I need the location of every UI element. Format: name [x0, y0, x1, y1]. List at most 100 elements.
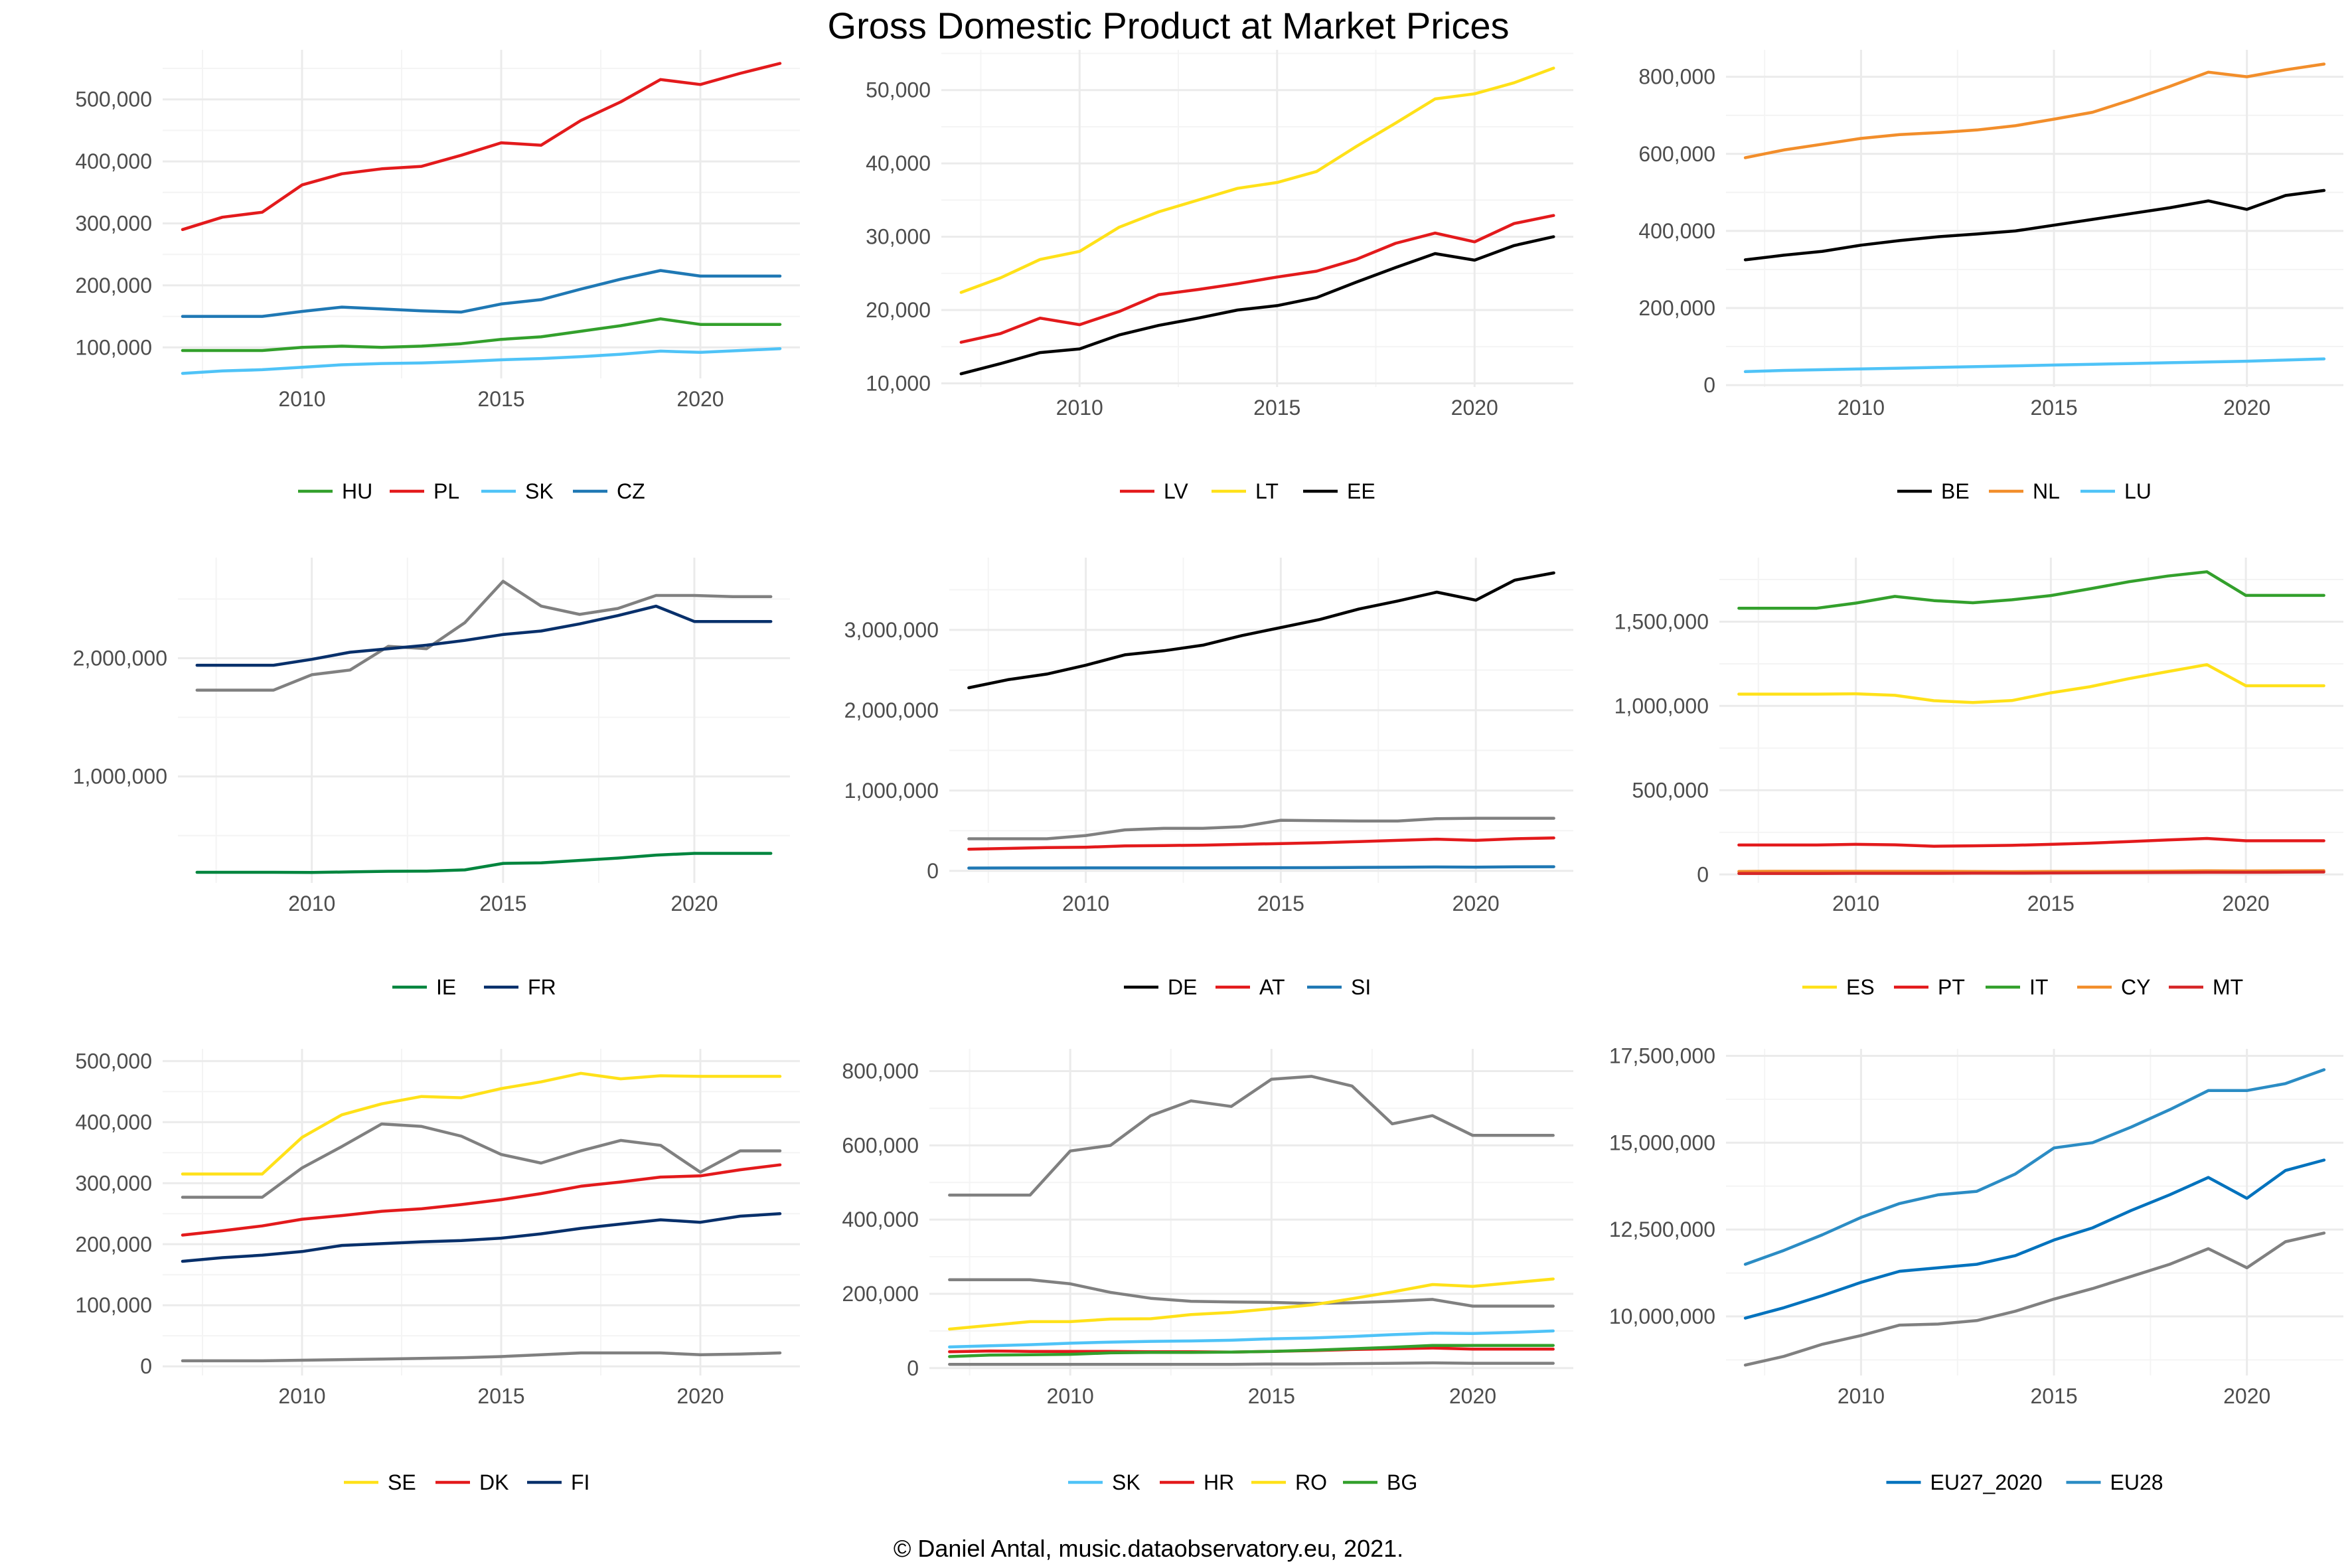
- y-tick-label: 400,000: [75, 1110, 152, 1134]
- y-tick-label: 20,000: [866, 298, 931, 322]
- series-line-bg: [948, 1344, 1555, 1358]
- x-tick-label: 2010: [278, 387, 325, 411]
- legend-item: IT: [1986, 975, 2048, 999]
- series-line-ie: [195, 852, 773, 874]
- y-tick-label: 400,000: [1638, 219, 1715, 243]
- series-line-eu28: [1743, 1068, 2326, 1266]
- series-line-it: [1737, 570, 2325, 610]
- legend-label: PT: [1938, 975, 1965, 999]
- series-line-ro: [948, 1277, 1555, 1331]
- panel-9: 2010 2015 2020 10,000,000 12,500,000 15,000,0…: [1609, 1044, 2343, 1494]
- y-tick-label: 1,500,000: [1614, 609, 1709, 633]
- series-line-at: [967, 836, 1555, 851]
- y-tick-label: 15,000,000: [1609, 1131, 1715, 1154]
- series-line-es: [1737, 663, 2325, 704]
- legend-label: DK: [479, 1470, 509, 1494]
- legend-item: PL: [390, 479, 459, 503]
- x-tick-label: 2015: [477, 387, 524, 411]
- y-tick-label: 40,000: [866, 151, 931, 175]
- legend-label: EU28: [2110, 1470, 2163, 1494]
- x-tick-label: 2015: [2030, 396, 2077, 420]
- y-tick-label: 100,000: [75, 335, 152, 359]
- y-tick-label: 200,000: [1638, 296, 1715, 320]
- series-line-de: [967, 571, 1555, 690]
- legend-item: LT: [1212, 479, 1279, 503]
- y-tick-label: 10,000,000: [1609, 1304, 1715, 1328]
- series-line-pt: [1737, 836, 2325, 848]
- legend-label: EE: [1347, 479, 1375, 503]
- legend-label: CY: [2121, 975, 2150, 999]
- y-tick-label: 600,000: [1638, 142, 1715, 166]
- x-tick-label: 2015: [479, 892, 526, 915]
- y-tick-label: 12,500,000: [1609, 1217, 1715, 1241]
- legend-label: FR: [528, 975, 556, 999]
- legend: IE FR: [392, 975, 556, 999]
- legend-item: FI: [527, 1470, 589, 1494]
- x-tick-label: 2010: [1838, 396, 1885, 420]
- legend-label: SE: [388, 1470, 416, 1494]
- y-tick-label: 200,000: [75, 1232, 152, 1256]
- x-tick-label: 2020: [2223, 892, 2270, 915]
- legend-item: LV: [1120, 479, 1188, 503]
- x-tick-label: 2020: [2223, 396, 2270, 420]
- panel-3: 2010 2015 2020 0 200,000 400,000 600,000 800,00…: [1638, 50, 2343, 503]
- y-tick-label: 400,000: [842, 1208, 919, 1231]
- y-tick-label: 500,000: [1632, 778, 1709, 802]
- legend-item: BG: [1343, 1470, 1417, 1494]
- legend: DE AT SI: [1124, 975, 1371, 999]
- series-line-fr: [195, 604, 773, 667]
- y-tick-label: 10,000: [866, 371, 931, 395]
- legend-item: LU: [2080, 479, 2152, 503]
- y-tick-label: 200,000: [75, 274, 152, 297]
- x-tick-label: 2010: [1047, 1384, 1094, 1408]
- series-line-unlabeled: [181, 1351, 782, 1363]
- x-tick-label: 2015: [1248, 1384, 1295, 1408]
- legend-item: NL: [1989, 479, 2060, 503]
- legend-item: SK: [481, 479, 554, 503]
- panel-8: 2010 2015 2020 0 200,000 400,000 600,000 800,00…: [842, 1049, 1573, 1494]
- legend: HU PL SK CZ: [298, 479, 645, 503]
- legend-label: FI: [571, 1470, 589, 1494]
- legend-item: SK: [1068, 1470, 1140, 1494]
- series-line-mt: [1737, 870, 2325, 876]
- series-line-se: [181, 1071, 782, 1176]
- y-tick-label: 300,000: [75, 1171, 152, 1195]
- y-tick-label: 300,000: [75, 212, 152, 236]
- legend-label: PL: [433, 479, 459, 503]
- x-tick-label: 2010: [1838, 1384, 1885, 1408]
- y-tick-label: 800,000: [1638, 65, 1715, 89]
- y-tick-label: 500,000: [75, 88, 152, 112]
- legend-item: PT: [1894, 975, 1965, 999]
- y-tick-label: 0: [140, 1354, 152, 1378]
- x-tick-label: 2010: [1056, 396, 1103, 420]
- legend-item: IE: [392, 975, 456, 999]
- y-tick-label: 50,000: [866, 78, 931, 102]
- legend-item: ES: [1802, 975, 1875, 999]
- legend-item: HR: [1160, 1470, 1234, 1494]
- x-tick-label: 2010: [278, 1384, 325, 1408]
- legend-label: SI: [1351, 975, 1371, 999]
- panel-5: 2010 2015 2020 0 1,000,000 2,000,000 3,000,000…: [844, 558, 1573, 999]
- y-tick-label: 600,000: [842, 1133, 919, 1157]
- y-tick-label: 1,000,000: [844, 779, 939, 803]
- series-line-ee: [959, 235, 1555, 376]
- x-tick-label: 2015: [1257, 892, 1304, 915]
- x-tick-label: 2020: [670, 892, 718, 915]
- legend-label: RO: [1295, 1470, 1327, 1494]
- legend-item: CZ: [573, 479, 645, 503]
- y-tick-label: 0: [1703, 373, 1715, 397]
- legend-item: EU28: [2066, 1470, 2163, 1494]
- x-tick-label: 2020: [1451, 396, 1498, 420]
- series-line-pl: [181, 62, 782, 232]
- legend: BE NL LU: [1897, 479, 2152, 503]
- panel-2: 2010 2015 2020 10,000 20,000 30,000 40,000 50,0…: [866, 50, 1573, 503]
- legend-item: EE: [1303, 479, 1375, 503]
- legend-item: FR: [484, 975, 556, 999]
- legend-label: SK: [525, 479, 554, 503]
- legend-label: HU: [342, 479, 372, 503]
- series-line-unlabeled: [948, 1075, 1555, 1197]
- x-tick-label: 2020: [1449, 1384, 1496, 1408]
- panel-7: 2010 2015 2020 0 100,000 200,000 300,000 400,00…: [75, 1049, 800, 1494]
- series-line-unlabeled: [195, 580, 773, 692]
- series-line-dk: [181, 1163, 782, 1237]
